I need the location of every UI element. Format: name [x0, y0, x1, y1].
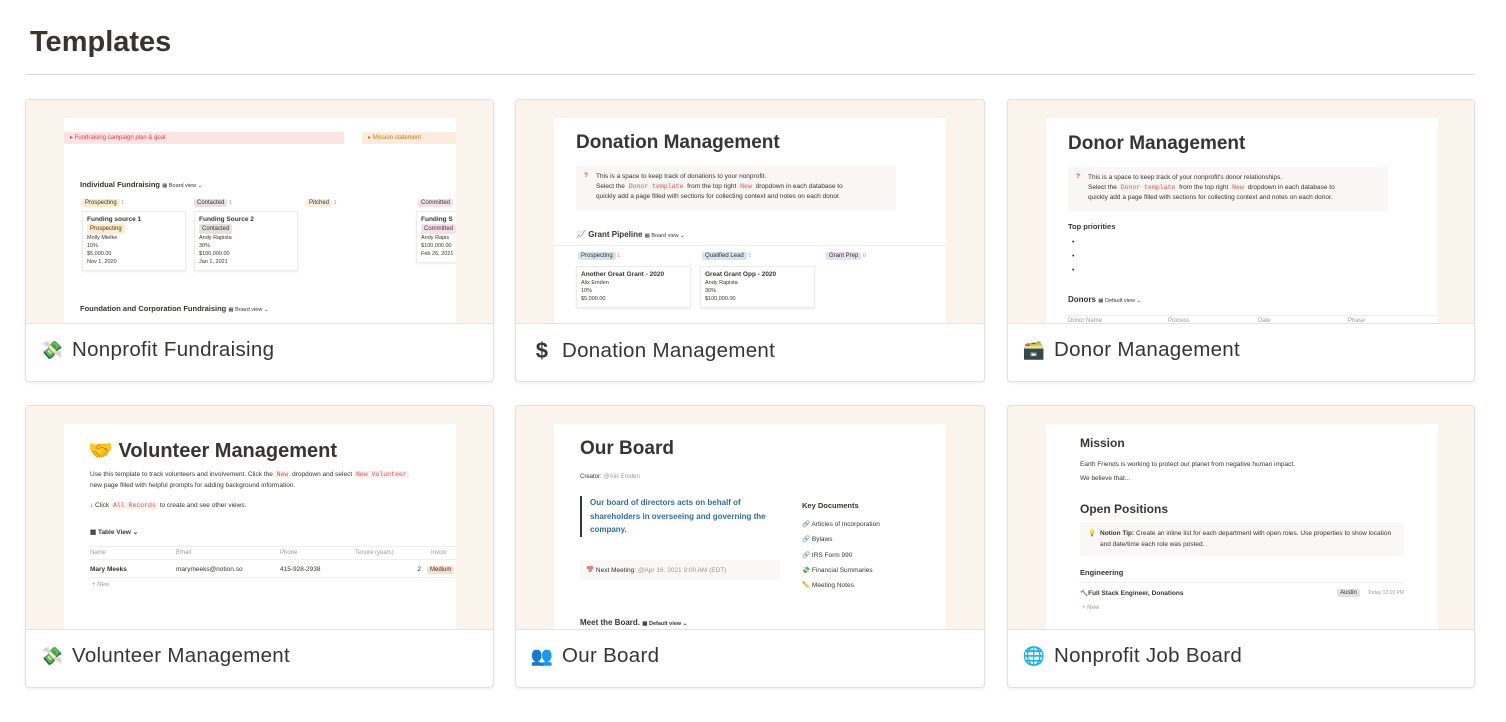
template-preview: ▸ Fundraising campaign plan & goal ▸ Mis… — [26, 100, 493, 324]
section-heading: Key Documents — [802, 501, 859, 510]
dollar-icon: $ — [535, 338, 549, 363]
column-count: 1 — [121, 200, 125, 206]
board-card: Another Great Grant - 2020 Alix Emden 10% $… — [576, 266, 691, 308]
column-label: Prospecting — [82, 199, 120, 207]
divider — [26, 74, 1474, 75]
template-card-volunteer-management[interactable]: 🤝 Volunteer Management Use this template… — [25, 405, 494, 688]
page-title: Templates — [30, 26, 172, 58]
template-preview: Mission Earth Friends is working to prot… — [1008, 406, 1474, 630]
column-count: 1 — [748, 253, 752, 259]
column-label: Committed — [418, 199, 454, 207]
handshake-icon: 🤝 — [88, 440, 113, 462]
column-header: Phone — [280, 550, 298, 556]
documents-list: 🔗 Articles of Incorporation 🔗 Bylaws 🔗 IRS… — [802, 521, 880, 590]
tip-callout: 💡 Notion Tip: Create an inline list for e… — [1080, 522, 1404, 556]
toggle-block: Fundraising campaign plan & goal — [74, 135, 166, 141]
view-label: Default view — [1104, 298, 1135, 304]
column-header: Tenure (years) — [355, 550, 394, 556]
section-heading: Meet the Board. — [580, 618, 641, 627]
template-name: Nonprofit Job Board — [1054, 644, 1243, 667]
preview-title: Donor Management — [1068, 133, 1246, 154]
globe-icon: 🌐 — [1022, 645, 1046, 666]
column-label: Qualified Lead — [702, 252, 747, 260]
board-card: Funding source 1 Prospecting Molly Mielke 1… — [82, 211, 186, 271]
section-heading: Top priorities — [1068, 222, 1116, 231]
section-heading: Individual Fundraising — [80, 180, 161, 189]
column-count: 0 — [862, 253, 866, 259]
template-preview: Our Board Creator: @Alix Emden Our board… — [516, 406, 984, 630]
description: Use this template to track volunteers an… — [90, 471, 409, 489]
preview-title: Volunteer Management — [118, 440, 338, 462]
template-preview: Donor Management ? This is a space to kee… — [1008, 100, 1474, 324]
view-label: Default view — [648, 621, 682, 627]
template-name: Donor Management — [1054, 338, 1240, 361]
column-count: 1 — [333, 200, 337, 206]
callout: ? This is a space to keep track of your n… — [1068, 167, 1388, 211]
template-preview: Donation Management ? This is a space to … — [516, 100, 984, 324]
preview-title: Our Board — [580, 438, 674, 459]
column-label: Prospecting — [578, 252, 616, 260]
template-preview: 🤝 Volunteer Management Use this template… — [26, 406, 493, 630]
callout: ? This is a space to keep track of donati… — [576, 166, 896, 210]
new-row-button: New — [1087, 605, 1100, 611]
view-label: Board view — [235, 307, 263, 313]
toggle-block: Mission statement — [372, 135, 422, 141]
template-card-donor-management[interactable]: Donor Management ? This is a space to kee… — [1007, 99, 1475, 382]
table-row: Mary Meeks marymeeks@notion.so 415-928-293… — [90, 563, 456, 578]
column-header: Email — [176, 550, 192, 556]
template-card-donation-management[interactable]: Donation Management ? This is a space to … — [515, 99, 985, 382]
money-icon: 💸 — [40, 645, 64, 666]
section-heading: Foundation and Corporation Fundraising — [80, 304, 227, 313]
template-name: Donation Management — [562, 339, 776, 362]
view-label: Board view — [651, 233, 679, 239]
column-header: Involv — [431, 550, 447, 556]
section-heading: Grant Pipeline — [588, 230, 643, 239]
section-heading: Engineering — [1080, 568, 1124, 577]
view-label: Table View — [97, 529, 131, 536]
template-card-nonprofit-job-board[interactable]: Mission Earth Friends is working to prot… — [1007, 405, 1475, 688]
meeting-callout: 📅 Next Meeting: @Apr 16, 2021 9:00 AM (E… — [580, 560, 780, 580]
view-label: Board view — [168, 183, 197, 189]
column-count: 1 — [228, 200, 232, 206]
column-header: Date — [1258, 318, 1271, 324]
board-card: Funding Source 2 Contacted Andy Rapista 30%… — [194, 211, 298, 271]
template-name: Nonprofit Fundraising — [72, 338, 275, 361]
board-card: Funding S Committed Andy Rapis $100,000.00 F… — [416, 211, 456, 263]
list-item: 🔨 Full Stack Engineer, Donations Austin To… — [1080, 582, 1404, 597]
preview-title: Donation Management — [576, 132, 780, 153]
column-label: Pitched — [306, 199, 333, 207]
column-header: Name — [90, 550, 107, 556]
people-icon: 👥 — [530, 645, 554, 666]
column-header: Phase — [1348, 318, 1366, 324]
quote-block: Our board of directors acts on behalf of… — [580, 496, 775, 537]
card-file-box-icon: 🗃️ — [1022, 339, 1046, 360]
money-icon: 💸 — [40, 339, 64, 360]
template-card-nonprofit-fundraising[interactable]: ▸ Fundraising campaign plan & goal ▸ Mis… — [25, 99, 494, 382]
section-heading: Open Positions — [1080, 502, 1169, 516]
section-heading: Mission — [1080, 436, 1125, 450]
column-label: Contacted — [194, 199, 228, 207]
column-label: Grant Prep — [826, 252, 862, 260]
template-name: Our Board — [562, 644, 660, 667]
template-name: Volunteer Management — [72, 644, 290, 667]
board-card: Great Grant Opp - 2020 Andy Rapista 30% $10… — [700, 266, 815, 308]
column-header: Donor Name — [1068, 318, 1103, 324]
section-heading: Donors — [1068, 295, 1096, 304]
new-row-button: New — [97, 582, 110, 588]
template-card-our-board[interactable]: Our Board Creator: @Alix Emden Our board… — [515, 405, 985, 688]
column-header: Process — [1168, 318, 1190, 324]
column-count: 1 — [617, 253, 621, 259]
